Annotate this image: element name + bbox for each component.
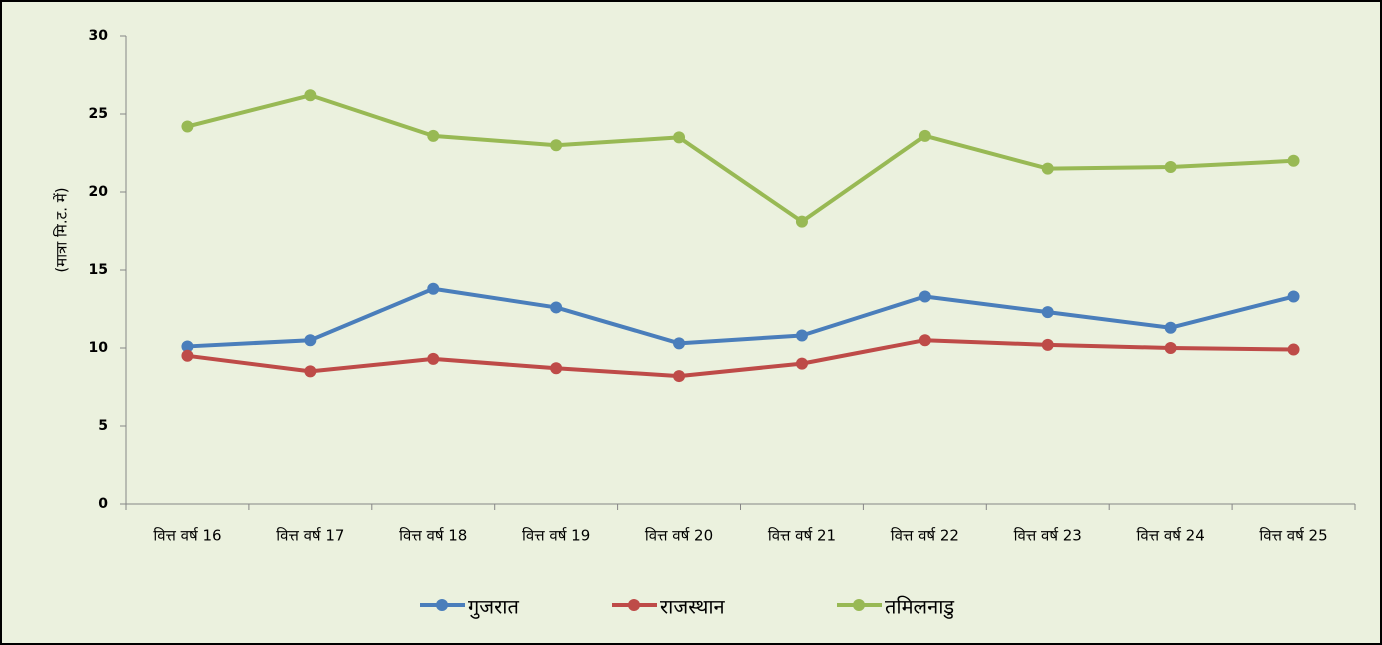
x-tick-label: वित्त वर्ष 24 bbox=[1137, 527, 1205, 545]
data-point bbox=[673, 131, 686, 144]
data-point bbox=[181, 120, 194, 133]
x-tick-label: वित्त वर्ष 25 bbox=[1259, 527, 1327, 545]
data-point bbox=[1041, 306, 1054, 319]
data-point bbox=[550, 362, 563, 375]
data-point bbox=[1164, 321, 1177, 334]
data-point bbox=[673, 337, 686, 350]
y-tick-label: 5 bbox=[98, 418, 108, 434]
data-point bbox=[550, 139, 563, 152]
data-point bbox=[795, 215, 808, 228]
series-line bbox=[186, 93, 1294, 224]
data-point bbox=[1164, 161, 1177, 174]
data-point bbox=[1041, 162, 1054, 175]
y-tick-label: 20 bbox=[89, 184, 109, 200]
x-tick-label: वित्त वर्ष 17 bbox=[276, 527, 344, 545]
data-point bbox=[673, 370, 686, 383]
y-tick-label: 25 bbox=[89, 106, 108, 122]
x-tick-label: वित्त वर्ष 21 bbox=[768, 527, 836, 545]
legend-label: राजस्थान bbox=[660, 595, 726, 619]
y-axis-label: (मात्रा मि.ट. में) bbox=[53, 187, 71, 272]
y-tick-label: 30 bbox=[89, 28, 109, 44]
legend-label: तमिलनाडु bbox=[885, 595, 954, 620]
data-point bbox=[181, 349, 194, 362]
x-tick-label: वित्त वर्ष 23 bbox=[1014, 527, 1082, 545]
x-tick-label: वित्त वर्ष 16 bbox=[153, 527, 221, 545]
data-point bbox=[1041, 338, 1054, 351]
data-point bbox=[795, 357, 808, 370]
data-point bbox=[918, 334, 931, 347]
data-point bbox=[1164, 342, 1177, 354]
data-point bbox=[550, 301, 563, 314]
y-tick-label: 15 bbox=[89, 262, 108, 278]
data-point bbox=[1287, 154, 1300, 167]
series-line bbox=[187, 286, 1295, 349]
data-point bbox=[918, 129, 931, 142]
legend-marker bbox=[853, 599, 865, 611]
data-point bbox=[181, 340, 194, 353]
data-point bbox=[427, 129, 440, 142]
y-tick-label: 0 bbox=[98, 496, 108, 512]
series-line bbox=[187, 338, 1294, 379]
x-tick-label: वित्त वर्ष 22 bbox=[891, 527, 959, 545]
data-point bbox=[304, 365, 317, 378]
x-tick-label: वित्त वर्ष 18 bbox=[399, 527, 467, 545]
legend-marker bbox=[628, 599, 640, 611]
data-point bbox=[1287, 343, 1300, 356]
y-tick-label: 10 bbox=[89, 340, 109, 356]
x-tick-label: वित्त वर्ष 19 bbox=[522, 527, 590, 545]
data-point bbox=[427, 352, 440, 365]
data-point bbox=[304, 89, 317, 102]
data-point bbox=[304, 334, 317, 347]
legend-marker bbox=[436, 599, 448, 611]
data-point bbox=[795, 329, 808, 342]
data-point bbox=[1287, 290, 1300, 303]
x-tick-label: वित्त वर्ष 20 bbox=[645, 527, 713, 545]
data-point bbox=[427, 282, 440, 295]
legend-label: गुजरात bbox=[468, 595, 519, 620]
data-point bbox=[918, 290, 931, 303]
